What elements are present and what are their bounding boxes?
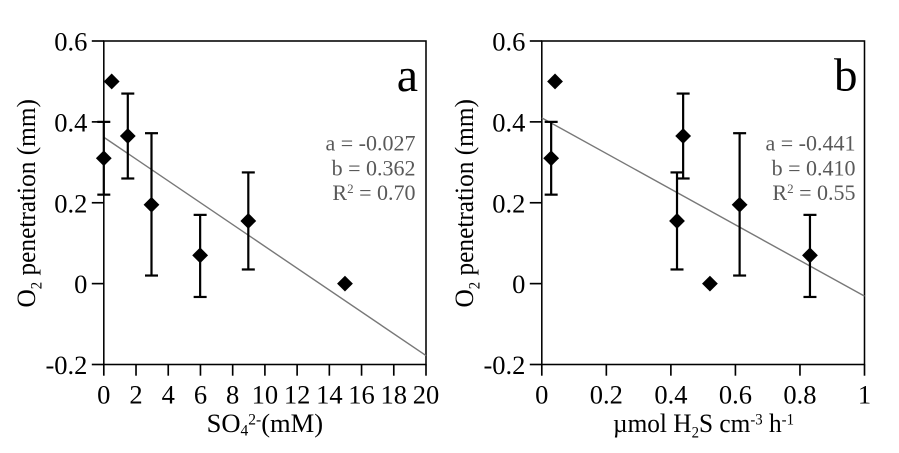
svg-text:4: 4 [162, 380, 175, 410]
svg-text:a = -0.441: a = -0.441 [766, 131, 856, 156]
svg-text:16: 16 [348, 380, 375, 410]
svg-text:8: 8 [226, 380, 239, 410]
svg-text:0.4: 0.4 [654, 380, 687, 410]
svg-text:12: 12 [284, 380, 311, 410]
svg-text:b = 0.362: b = 0.362 [332, 156, 416, 181]
svg-text:0: 0 [512, 269, 525, 299]
svg-text:10: 10 [252, 380, 279, 410]
svg-text:1: 1 [858, 380, 871, 410]
svg-text:0.8: 0.8 [783, 380, 816, 410]
svg-text:µmol H2S cm-3 h-1: µmol H2S cm-3 h-1 [613, 408, 794, 441]
svg-text:a: a [397, 49, 418, 102]
svg-text:0.6: 0.6 [54, 27, 87, 57]
svg-text:O2 penetration (mm): O2 penetration (mm) [11, 99, 45, 308]
svg-text:0: 0 [535, 380, 548, 410]
svg-text:0: 0 [74, 269, 87, 299]
svg-text:6: 6 [194, 380, 207, 410]
svg-text:14: 14 [316, 380, 343, 410]
svg-text:0.2: 0.2 [492, 188, 525, 218]
svg-text:18: 18 [381, 380, 408, 410]
svg-text:a = -0.027: a = -0.027 [326, 131, 416, 156]
svg-text:0.6: 0.6 [719, 380, 752, 410]
svg-text:R2 = 0.55: R2 = 0.55 [772, 180, 855, 205]
svg-text:O2 penetration (mm): O2 penetration (mm) [449, 99, 483, 308]
svg-text:0.6: 0.6 [492, 27, 525, 57]
svg-text:0.2: 0.2 [54, 188, 87, 218]
svg-text:-0.2: -0.2 [483, 350, 525, 380]
svg-text:2: 2 [129, 380, 142, 410]
svg-text:0.4: 0.4 [54, 107, 87, 137]
svg-text:0: 0 [97, 380, 110, 410]
svg-text:-0.2: -0.2 [45, 350, 87, 380]
svg-text:b = 0.410: b = 0.410 [772, 156, 856, 181]
svg-text:b: b [834, 49, 858, 101]
svg-text:20: 20 [413, 380, 440, 410]
svg-text:R2 = 0.70: R2 = 0.70 [332, 180, 415, 205]
svg-text:SO42-(mM): SO42-(mM) [207, 408, 324, 440]
svg-text:0.4: 0.4 [492, 107, 525, 137]
svg-text:0.2: 0.2 [590, 380, 623, 410]
